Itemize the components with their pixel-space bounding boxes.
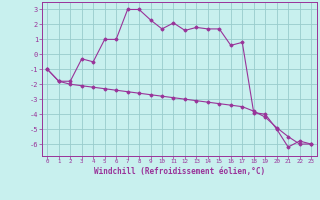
X-axis label: Windchill (Refroidissement éolien,°C): Windchill (Refroidissement éolien,°C) (94, 167, 265, 176)
